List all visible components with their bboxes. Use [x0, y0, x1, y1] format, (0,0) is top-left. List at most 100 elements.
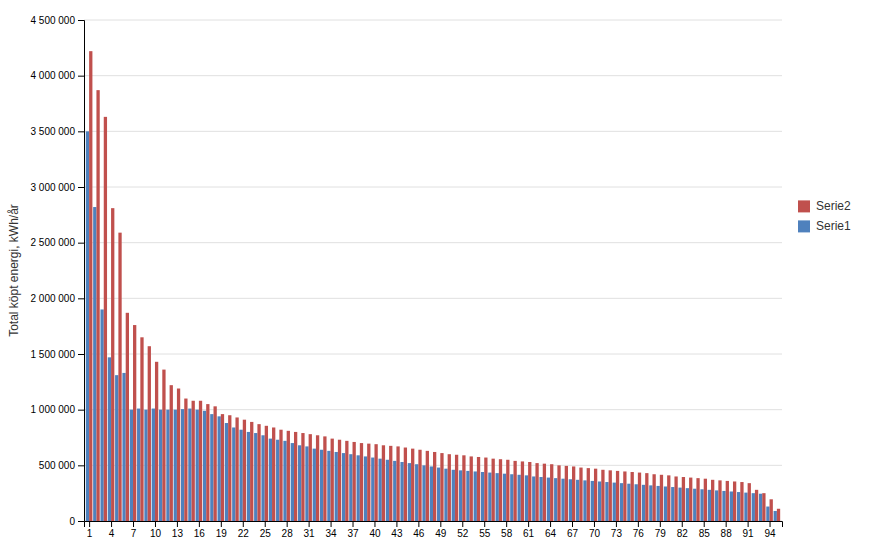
tick-label: 40 — [369, 528, 381, 539]
tick-mark — [616, 521, 617, 527]
bar — [744, 493, 747, 521]
bar — [601, 470, 604, 521]
bar — [196, 410, 199, 521]
tick: 49 — [435, 521, 447, 539]
legend: Serie2 Serie1 — [798, 199, 851, 233]
bar — [137, 409, 140, 521]
bar — [335, 452, 338, 521]
bar — [528, 462, 531, 521]
bar — [250, 422, 253, 521]
tick: 67 — [567, 521, 579, 539]
axis-line — [85, 522, 783, 528]
bar — [269, 439, 272, 521]
bar — [93, 207, 96, 521]
bar — [470, 456, 473, 521]
legend-swatch — [798, 200, 810, 212]
bar — [225, 423, 228, 521]
bar — [374, 444, 377, 521]
tick: 10 — [150, 521, 162, 539]
bar — [766, 507, 769, 521]
bar — [594, 469, 597, 521]
tick-mark — [287, 521, 288, 527]
tick-mark — [78, 465, 84, 466]
bar — [378, 459, 381, 521]
tick-mark — [78, 187, 84, 188]
tick: 2 500 000 — [31, 237, 85, 248]
bar — [243, 420, 246, 521]
tick-mark — [726, 521, 727, 527]
bar — [199, 401, 202, 521]
bar — [257, 424, 260, 521]
tick: 3 500 000 — [31, 126, 85, 137]
tick-mark — [331, 521, 332, 527]
grid-line — [84, 242, 782, 243]
bar — [418, 450, 421, 521]
tick-label: 85 — [699, 528, 711, 539]
tick-mark — [78, 131, 84, 132]
tick-mark — [572, 521, 573, 527]
tick-label: 3 500 000 — [31, 126, 76, 137]
bar — [104, 117, 107, 521]
bar — [400, 462, 403, 521]
bar — [360, 443, 363, 521]
bar — [279, 430, 282, 521]
bar — [108, 357, 111, 521]
tick: 88 — [721, 521, 733, 539]
bar — [235, 417, 238, 521]
tick-label: 91 — [743, 528, 755, 539]
legend-item: Serie1 — [798, 219, 851, 233]
tick-mark — [78, 76, 84, 77]
tick-label: 55 — [479, 528, 491, 539]
tick: 4 500 000 — [31, 15, 85, 26]
bar — [367, 444, 370, 521]
bar — [393, 461, 396, 521]
bar — [122, 373, 125, 521]
bar — [404, 448, 407, 521]
bar — [777, 509, 780, 521]
tick-mark — [89, 521, 90, 527]
tick-mark — [199, 521, 200, 527]
legend-label: Serie1 — [816, 219, 851, 233]
bar — [323, 436, 326, 521]
bar — [660, 475, 663, 521]
bar — [466, 471, 469, 521]
bar — [488, 473, 491, 521]
bar — [631, 472, 634, 521]
tick: 37 — [347, 521, 359, 539]
bar — [569, 479, 572, 521]
tick-mark — [221, 521, 222, 527]
tick-label: 10 — [150, 528, 162, 539]
tick-mark — [155, 521, 156, 527]
bar — [166, 410, 169, 521]
tick-label: 52 — [457, 528, 469, 539]
bar — [645, 473, 648, 521]
tick: 76 — [633, 521, 645, 539]
bar — [444, 469, 447, 521]
tick-label: 76 — [633, 528, 645, 539]
tick-mark — [133, 521, 134, 527]
bar — [733, 481, 736, 521]
bar — [535, 463, 538, 521]
bar — [737, 492, 740, 521]
y-axis: 0500 0001 000 0001 500 0002 000 0002 500… — [31, 15, 85, 527]
bar — [192, 401, 195, 521]
tick: 7 — [131, 521, 137, 539]
bar — [462, 455, 465, 521]
bar — [382, 445, 385, 521]
bar — [649, 485, 652, 521]
tick-label: 0 — [69, 516, 75, 527]
tick-label: 1 — [87, 528, 93, 539]
bar — [664, 486, 667, 521]
tick-mark — [78, 20, 84, 21]
bar — [144, 410, 147, 521]
bar — [674, 476, 677, 521]
bar — [301, 433, 304, 521]
legend-item: Serie2 — [798, 199, 851, 213]
tick: 0 — [69, 516, 84, 527]
tick-label: 79 — [655, 528, 667, 539]
bar — [499, 459, 502, 521]
tick: 58 — [501, 521, 513, 539]
axis-line — [78, 21, 85, 522]
bar — [305, 446, 308, 521]
tick: 85 — [699, 521, 711, 539]
